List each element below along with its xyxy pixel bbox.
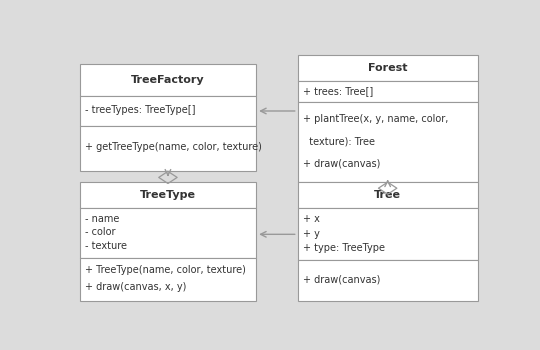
Text: + draw(canvas): + draw(canvas) bbox=[303, 274, 380, 284]
Bar bbox=[80, 126, 256, 172]
Bar bbox=[80, 64, 256, 96]
Text: - color: - color bbox=[85, 228, 116, 237]
Text: Tree: Tree bbox=[374, 190, 401, 200]
Bar bbox=[80, 182, 256, 208]
Bar bbox=[298, 81, 478, 102]
Text: - name: - name bbox=[85, 214, 119, 224]
Text: - texture: - texture bbox=[85, 241, 127, 251]
Bar bbox=[298, 56, 478, 81]
Bar bbox=[298, 182, 478, 208]
Text: - treeTypes: TreeType[]: - treeTypes: TreeType[] bbox=[85, 105, 195, 115]
Bar bbox=[298, 260, 478, 301]
Text: + draw(canvas, x, y): + draw(canvas, x, y) bbox=[85, 282, 186, 292]
Text: TreeFactory: TreeFactory bbox=[131, 75, 205, 85]
Text: + x: + x bbox=[303, 214, 320, 224]
Text: + TreeType(name, color, texture): + TreeType(name, color, texture) bbox=[85, 265, 246, 275]
Text: texture): Tree: texture): Tree bbox=[303, 136, 375, 146]
Bar bbox=[80, 258, 256, 301]
Text: + y: + y bbox=[303, 229, 320, 239]
Bar bbox=[80, 208, 256, 258]
Text: + trees: Tree[]: + trees: Tree[] bbox=[303, 86, 373, 96]
Bar bbox=[298, 102, 478, 182]
Bar bbox=[80, 96, 256, 126]
Bar bbox=[298, 208, 478, 260]
Text: + getTreeType(name, color, texture): + getTreeType(name, color, texture) bbox=[85, 142, 262, 152]
Text: Forest: Forest bbox=[368, 63, 407, 73]
Text: + plantTree(x, y, name, color,: + plantTree(x, y, name, color, bbox=[303, 114, 448, 124]
Text: + draw(canvas): + draw(canvas) bbox=[303, 158, 380, 168]
Text: + type: TreeType: + type: TreeType bbox=[303, 243, 384, 253]
Text: TreeType: TreeType bbox=[140, 190, 196, 200]
